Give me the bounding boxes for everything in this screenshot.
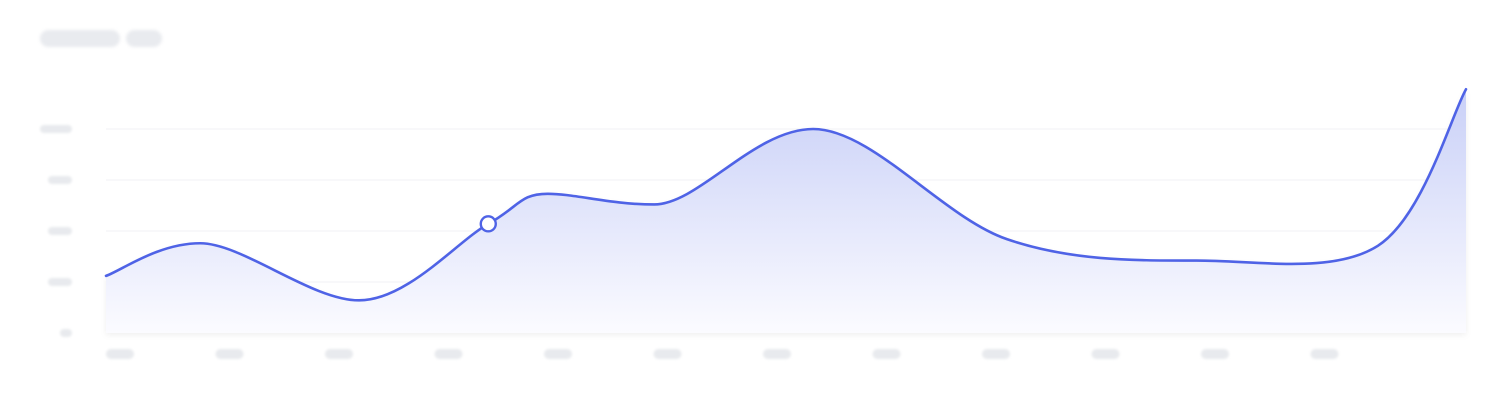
y-tick-label-skeleton: [48, 176, 72, 184]
x-tick-label-skeleton: [1091, 349, 1120, 359]
x-tick-label-skeleton: [763, 349, 791, 359]
y-axis-labels: [40, 125, 72, 337]
x-axis-labels: [106, 349, 1339, 359]
series-area: [106, 89, 1466, 333]
x-tick-label-skeleton: [434, 349, 463, 359]
x-tick-label-skeleton: [1310, 349, 1339, 359]
subtitle-skeleton: [126, 30, 162, 47]
x-tick-label-skeleton: [1201, 349, 1229, 359]
y-tick-label-skeleton: [40, 125, 72, 133]
x-tick-label-skeleton: [106, 349, 134, 359]
series-line: [104, 87, 1468, 302]
x-tick-label-skeleton: [872, 349, 901, 359]
x-tick-label-skeleton: [653, 349, 682, 359]
y-tick-label-skeleton: [60, 329, 72, 337]
y-tick-label-skeleton: [48, 278, 72, 286]
highlighted-point: [479, 215, 497, 233]
x-tick-label-skeleton: [325, 349, 353, 359]
x-tick-label-skeleton: [215, 349, 244, 359]
x-tick-label-skeleton: [544, 349, 572, 359]
x-tick-label-skeleton: [982, 349, 1010, 359]
series-layer: [104, 87, 1468, 333]
title-skeleton: [40, 30, 120, 47]
y-tick-label-skeleton: [48, 227, 72, 235]
